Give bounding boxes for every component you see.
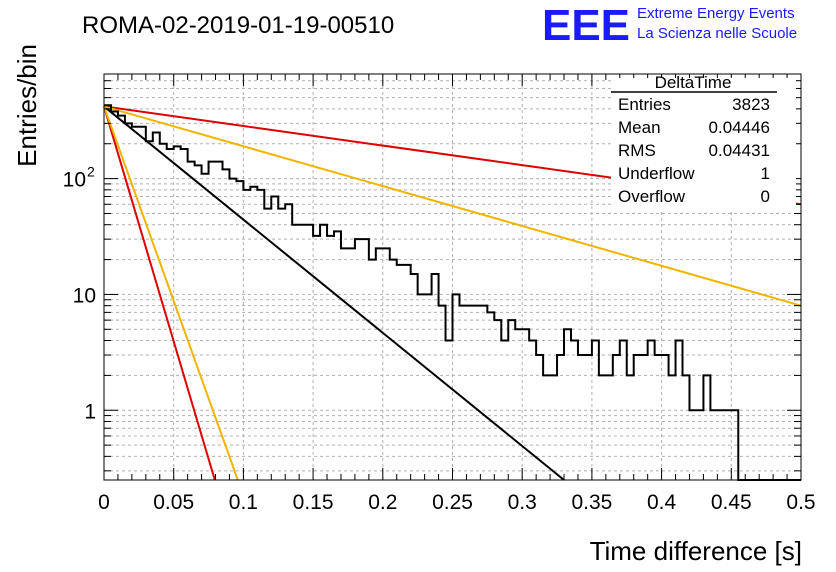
y-tick-label: 10 xyxy=(73,284,96,307)
stats-row-value: 3823 xyxy=(732,95,770,114)
series-line xyxy=(103,105,802,307)
x-tick-labels: 0 0.05 0.1 0.15 0.2 0.25 0.3 0.35 0.4 0.45 0.5 xyxy=(98,491,815,514)
logo-line-2: La Scienza nelle Scuole xyxy=(637,25,797,42)
series-line xyxy=(103,105,565,481)
stats-box: DeltaTime Entries 3823 Mean 0.04446 RMS 0.044… xyxy=(611,73,796,210)
y-tick-exponent: 2 xyxy=(87,164,95,180)
x-tick-label: 0.05 xyxy=(153,491,194,514)
x-tick-label: 0.15 xyxy=(293,491,334,514)
x-tick-label: 0.4 xyxy=(647,491,677,514)
x-tick-label: 0.25 xyxy=(432,491,473,514)
x-tick-label: 0.45 xyxy=(711,491,752,514)
stats-row-label: Overflow xyxy=(618,187,686,206)
stats-row-value: 1 xyxy=(761,164,770,183)
histogram-outline xyxy=(104,104,801,481)
stats-box-bg xyxy=(611,78,796,210)
stats-rows: Entries 3823 Mean 0.04446 RMS 0.04431 Underflo… xyxy=(618,95,770,206)
stats-row-value: 0.04446 xyxy=(709,118,770,137)
stats-row-label: Underflow xyxy=(618,164,695,183)
eee-logo: EEE Extreme Energy Events La Scienza nel… xyxy=(542,1,797,50)
x-tick-label: 0.35 xyxy=(571,491,612,514)
y-tick-label: 1 xyxy=(84,400,96,423)
series-line xyxy=(103,106,239,481)
x-tick-label: 0.3 xyxy=(508,491,537,514)
y-tick-label: 10 xyxy=(63,169,86,192)
x-tick-label: 0 xyxy=(98,491,110,514)
x-tick-label: 0.2 xyxy=(368,491,397,514)
axis-ticks xyxy=(103,74,802,480)
histogram-group xyxy=(104,104,801,481)
run-title: ROMA-02-2019-01-19-00510 xyxy=(82,12,394,39)
stats-row-value: 0 xyxy=(761,187,770,206)
stats-row-label: Entries xyxy=(618,95,671,114)
x-tick-label: 0.1 xyxy=(229,491,258,514)
y-axis-title: Entries/bin xyxy=(12,44,42,167)
stats-row-value: 0.04431 xyxy=(709,141,770,160)
stats-row-label: Mean xyxy=(618,118,661,137)
logo-text: EEE xyxy=(542,1,630,50)
x-axis-title: Time difference [s] xyxy=(590,536,802,566)
stats-row-label: RMS xyxy=(618,141,656,160)
stats-name: DeltaTime xyxy=(655,73,732,92)
logo-line-1: Extreme Energy Events xyxy=(637,5,795,22)
series-line xyxy=(103,106,216,481)
x-tick-label: 0.5 xyxy=(786,491,815,514)
